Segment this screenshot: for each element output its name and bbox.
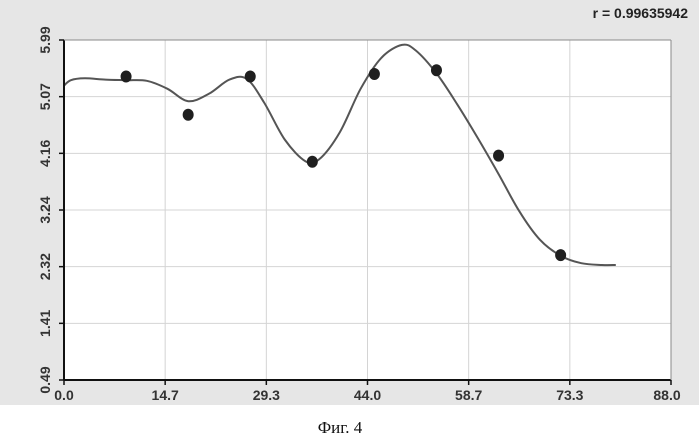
y-tick-label: 2.32	[37, 253, 53, 280]
x-tick-label: 73.3	[556, 387, 583, 403]
x-tick-label: 58.7	[455, 387, 482, 403]
x-tick-label: 0.0	[54, 387, 74, 403]
data-point	[555, 249, 566, 261]
y-tick-label: 5.99	[37, 26, 53, 53]
x-tick-label: 29.3	[253, 387, 280, 403]
data-point	[121, 70, 132, 82]
correlation-annotation: r = 0.99635942	[593, 5, 689, 21]
data-point	[431, 64, 442, 76]
y-tick-label: 5.07	[37, 83, 53, 110]
y-tick-label: 3.24	[37, 196, 53, 223]
data-point	[183, 109, 194, 121]
y-tick-label: 1.41	[37, 309, 53, 336]
data-point	[369, 68, 380, 80]
y-tick-label: 0.49	[37, 366, 53, 393]
y-tick-label: 4.16	[37, 139, 53, 166]
figure-caption: Фиг. 4	[318, 418, 363, 437]
x-tick-label: 44.0	[354, 387, 381, 403]
x-tick-label: 14.7	[152, 387, 179, 403]
data-point	[493, 150, 504, 162]
x-tick-label: 88.0	[653, 387, 680, 403]
data-point	[245, 70, 256, 82]
data-point	[307, 156, 318, 168]
